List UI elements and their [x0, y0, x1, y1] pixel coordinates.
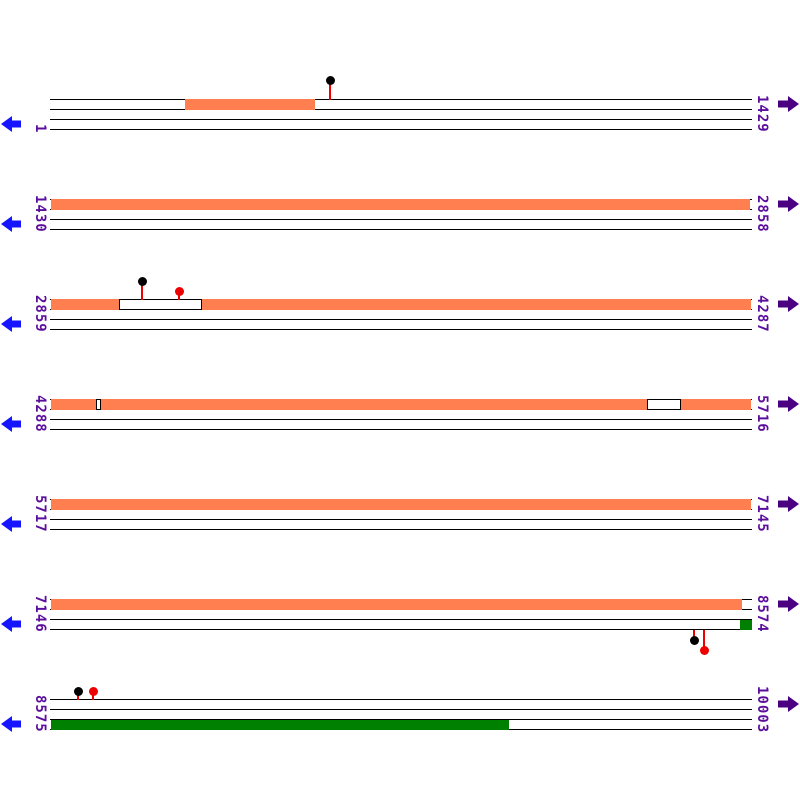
orf-feature-orange[interactable]: [101, 399, 647, 410]
next-segment-arrow[interactable]: [776, 595, 800, 617]
prev-segment-arrow[interactable]: [0, 315, 24, 337]
row-start-coordinate: 7146: [32, 595, 48, 633]
marker-lollipop-black: [690, 636, 699, 645]
track-line: [50, 129, 752, 130]
prev-segment-arrow[interactable]: [0, 215, 24, 237]
orf-feature-orange[interactable]: [185, 99, 315, 110]
track-line: [50, 119, 752, 120]
track-line: [50, 529, 752, 530]
next-segment-arrow[interactable]: [776, 95, 800, 117]
track-line: [50, 629, 752, 630]
marker-stem: [141, 284, 143, 300]
track-line: [50, 619, 752, 620]
track-line: [50, 109, 752, 110]
row-start-coordinate: 1430: [32, 195, 48, 233]
track-line: [50, 709, 752, 710]
prev-segment-arrow[interactable]: [0, 615, 24, 637]
next-segment-arrow[interactable]: [776, 695, 800, 717]
track-line: [50, 519, 752, 520]
row-start-coordinate: 8575: [32, 695, 48, 733]
marker-lollipop-black: [138, 277, 147, 286]
track-line: [50, 229, 752, 230]
marker-stem: [703, 630, 705, 647]
orf-feature-orange[interactable]: [51, 299, 119, 310]
open-feature-box[interactable]: [119, 299, 202, 310]
orf-feature-orange[interactable]: [51, 399, 96, 410]
marker-lollipop-red: [89, 687, 98, 696]
prev-segment-arrow[interactable]: [0, 515, 24, 537]
row-end-coordinate: 1429: [754, 95, 770, 133]
track-line: [50, 699, 752, 700]
row-start-coordinate: 5717: [32, 495, 48, 533]
next-segment-arrow[interactable]: [776, 195, 800, 217]
row-start-coordinate: 2859: [32, 295, 48, 333]
next-segment-arrow[interactable]: [776, 295, 800, 317]
row-end-coordinate: 7145: [754, 495, 770, 533]
row-end-coordinate: 2858: [754, 195, 770, 233]
prev-segment-arrow[interactable]: [0, 115, 24, 137]
orf-feature-orange[interactable]: [51, 599, 742, 610]
open-feature-box[interactable]: [96, 399, 101, 410]
open-feature-box[interactable]: [647, 399, 681, 410]
marker-stem: [178, 294, 180, 300]
marker-stem: [693, 630, 695, 637]
marker-lollipop-red: [175, 287, 184, 296]
orf-feature-green[interactable]: [51, 720, 509, 730]
row-start-coordinate: 4288: [32, 395, 48, 433]
prev-segment-arrow[interactable]: [0, 715, 24, 737]
marker-stem: [77, 694, 79, 700]
track-line: [50, 319, 752, 320]
orf-feature-green[interactable]: [740, 620, 752, 630]
next-segment-arrow[interactable]: [776, 495, 800, 517]
orf-feature-orange[interactable]: [681, 399, 751, 410]
row-end-coordinate: 8574: [754, 595, 770, 633]
row-end-coordinate: 4287: [754, 295, 770, 333]
track-line: [50, 429, 752, 430]
marker-lollipop-black: [74, 687, 83, 696]
track-line: [50, 719, 752, 720]
track-line: [50, 219, 752, 220]
prev-segment-arrow[interactable]: [0, 415, 24, 437]
row-end-coordinate: 10003: [754, 685, 770, 733]
orf-feature-orange[interactable]: [51, 199, 750, 210]
track-line: [50, 99, 752, 100]
marker-lollipop-red: [700, 646, 709, 655]
marker-stem: [329, 83, 331, 100]
marker-stem: [92, 694, 94, 700]
orf-feature-orange[interactable]: [51, 499, 751, 510]
marker-lollipop-black: [326, 76, 335, 85]
next-segment-arrow[interactable]: [776, 395, 800, 417]
track-line: [50, 329, 752, 330]
orf-feature-orange[interactable]: [202, 299, 751, 310]
row-start-coordinate: 1: [32, 123, 48, 133]
track-line: [50, 419, 752, 420]
row-end-coordinate: 5716: [754, 395, 770, 433]
